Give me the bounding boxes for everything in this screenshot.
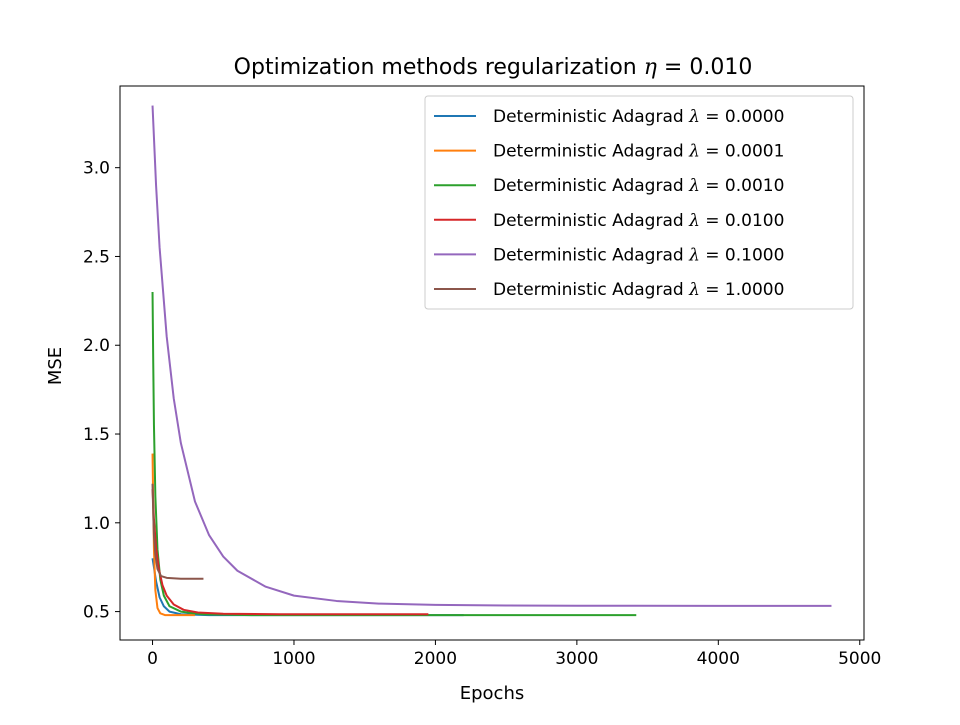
series-group: [151, 105, 832, 617]
x-tick-label: 4000: [697, 649, 740, 669]
y-tick-label: 2.5: [83, 247, 110, 267]
series-line-4: [151, 489, 429, 616]
legend-label-6: Deterministic Adagrad λ = 1.0000: [493, 280, 784, 300]
y-tick-label: 1.0: [83, 514, 110, 534]
x-axis-ticks: 0 1000 2000 3000 4000 5000: [147, 640, 881, 669]
legend-entries: Deterministic Adagrad λ = 0.0000 Determin…: [434, 107, 784, 300]
legend-label-4: Deterministic Adagrad λ = 0.0100: [493, 211, 784, 231]
y-axis-ticks: 0.5 1.0 1.5 2.0 2.5 3.0: [83, 159, 120, 623]
x-tick-label: 0: [147, 649, 158, 669]
x-tick-label: 5000: [838, 649, 881, 669]
y-tick-label: 0.5: [83, 603, 110, 623]
legend-label-5: Deterministic Adagrad λ = 0.1000: [493, 245, 784, 265]
series-line-6: [151, 483, 204, 580]
chart-title: Optimization methods regularization η = …: [234, 55, 753, 80]
series-line-5: [151, 105, 832, 607]
legend: Deterministic Adagrad λ = 0.0000 Determin…: [424, 95, 854, 310]
legend-label-1: Deterministic Adagrad λ = 0.0000: [493, 107, 784, 127]
legend-label-3: Deterministic Adagrad λ = 0.0010: [493, 176, 784, 196]
legend-box: [424, 95, 854, 310]
plot-area-frame: [119, 85, 865, 641]
y-tick-label: 3.0: [83, 159, 110, 179]
x-tick-label: 3000: [555, 649, 598, 669]
y-tick-label: 2.0: [83, 336, 110, 356]
legend-label-2: Deterministic Adagrad λ = 0.0001: [493, 142, 784, 162]
y-tick-label: 1.5: [83, 425, 110, 445]
x-tick-label: 1000: [272, 649, 315, 669]
y-axis-label: MSE: [45, 347, 66, 385]
x-axis-label: Epochs: [460, 683, 525, 704]
x-tick-label: 2000: [414, 649, 457, 669]
